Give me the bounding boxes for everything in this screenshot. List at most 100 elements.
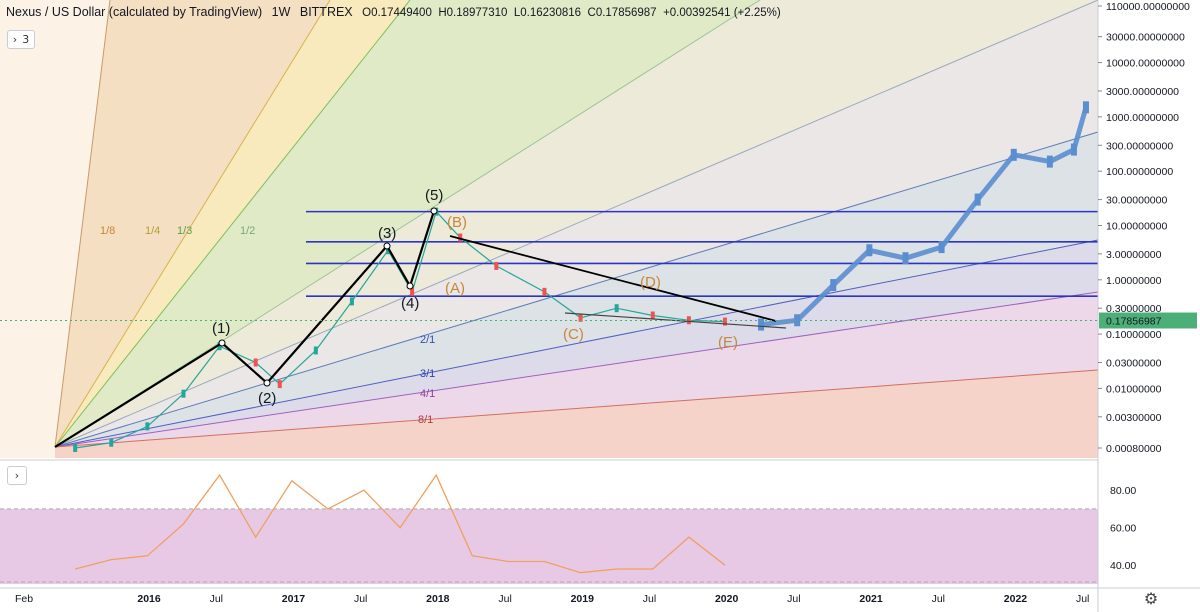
rsi-pane-toggle-button[interactable]: › <box>7 466 27 485</box>
projection-bar <box>758 318 765 331</box>
wave-pivot <box>263 379 271 387</box>
price-tick-label: 0.01000000 <box>1106 383 1162 395</box>
price-tick-label: 1.00000000 <box>1106 275 1162 287</box>
rsi-line <box>75 473 726 574</box>
price-tick-label: 110000.00000000 <box>1106 1 1190 13</box>
projection-bar <box>1046 155 1053 168</box>
price-tick-label: 0.10000000 <box>1106 329 1162 341</box>
fan-label: 3/1 <box>420 368 435 380</box>
open-value: O0.17449400 <box>362 7 432 19</box>
gann-fan <box>0 0 1099 458</box>
current-price-label: 0.17856987 <box>1106 316 1162 328</box>
wave-label: (5) <box>425 187 443 204</box>
projection-bar <box>1010 148 1017 161</box>
price-tick-label: 0.00080000 <box>1106 443 1162 455</box>
change-value: +0.00392541 (+2.25%) <box>663 7 781 19</box>
time-tick-label: 2018 <box>426 593 450 605</box>
fan-line <box>54 239 1099 448</box>
chevron-right-icon: › <box>12 33 18 46</box>
price-candle <box>458 233 463 242</box>
interval[interactable]: 1W <box>271 5 291 19</box>
fan-zone <box>55 370 1098 458</box>
projection-bar <box>794 314 801 327</box>
fan-label: 1/3 <box>177 225 192 237</box>
rsi-band <box>0 508 1098 584</box>
time-tick-label: Jul <box>932 593 945 605</box>
exchange: BITTREX <box>299 5 353 19</box>
price-candle <box>650 311 655 320</box>
wave-labels: 1/8 1/4 1/3 1/22/13/14/18/1(1)(2)(3)(4)(5)(… <box>100 187 738 426</box>
price-candle <box>386 246 391 255</box>
price-candle <box>614 304 619 313</box>
wave-pivot <box>383 242 391 250</box>
projection-bar <box>1082 101 1089 114</box>
symbol-title[interactable]: Nexus / US Dollar (calculated by Trading… <box>6 5 263 19</box>
price-tick-label: 10.00000000 <box>1106 220 1167 232</box>
price-candle <box>410 287 415 296</box>
price-tick-label: 3.00000000 <box>1106 249 1162 261</box>
rsi-pane <box>0 473 1098 584</box>
fan-line <box>54 291 1099 448</box>
fan-label: 1/4 <box>145 225 160 237</box>
price-candle <box>349 297 354 306</box>
time-tick-label: 2020 <box>715 593 739 605</box>
price-candle <box>181 389 186 398</box>
price-candle <box>73 444 78 452</box>
projection-bar <box>938 241 945 254</box>
triangle-upper-line <box>449 235 777 322</box>
price-tick-label: 0.03000000 <box>1106 358 1162 370</box>
price-candle <box>686 316 691 325</box>
price-candle <box>494 261 499 270</box>
projection-bar <box>866 244 873 257</box>
corrective-label: (A) <box>445 280 465 297</box>
trendlines <box>0 207 1098 448</box>
time-tick-label: 2021 <box>859 593 883 605</box>
corrective-label: (C) <box>563 326 584 343</box>
time-tick-label: 2019 <box>571 593 595 605</box>
indicators-toggle-button[interactable]: › 3 <box>7 30 35 49</box>
projection-bar <box>830 279 837 292</box>
symbol-header: Nexus / US Dollar (calculated by Trading… <box>6 5 787 19</box>
projection-bar <box>1070 143 1077 156</box>
time-tick-label: Jul <box>498 593 511 605</box>
time-tick-label: 2022 <box>1004 593 1028 605</box>
wave-pivot <box>406 282 414 290</box>
rsi-tick-label: 80.00 <box>1110 485 1136 497</box>
fan-label: 1/2 <box>240 225 255 237</box>
price-tick-label: 30000.00000000 <box>1106 32 1185 44</box>
price-candle <box>145 422 150 431</box>
fan-line <box>54 0 761 448</box>
time-tick-label: Jul <box>210 593 223 605</box>
wave-label: (1) <box>212 320 230 337</box>
price-candle <box>253 358 258 367</box>
price-series-line <box>75 210 726 449</box>
fan-label: 2/1 <box>420 334 435 346</box>
fan-line <box>54 0 1099 448</box>
fan-label: 4/1 <box>420 388 435 400</box>
current-price-badge <box>1099 312 1197 329</box>
close-value: C0.17856987 <box>587 7 657 19</box>
wave-pivot <box>218 339 226 347</box>
fan-line <box>54 131 1099 448</box>
price-candle <box>313 346 318 355</box>
corrective-label: (D) <box>640 274 661 291</box>
time-tick-label: Feb <box>15 593 33 605</box>
fan-line <box>54 0 411 448</box>
price-candle <box>277 380 282 389</box>
fan-label: 1/8 <box>100 225 115 237</box>
price-candle <box>109 438 114 447</box>
gear-icon[interactable]: ⚙ <box>1143 589 1159 608</box>
chevron-right-icon: › <box>14 469 20 482</box>
fan-label: 8/1 <box>418 414 433 426</box>
high-value: H0.18977310 <box>438 7 508 19</box>
price-tick-label: 3000.00000000 <box>1106 86 1179 98</box>
wave-label: (4) <box>401 295 419 312</box>
fan-line <box>54 369 1099 448</box>
price-tick-label: 0.30000000 <box>1106 303 1162 315</box>
time-tick-label: Jul <box>354 593 367 605</box>
price-candle <box>578 313 583 322</box>
price-candle <box>217 342 222 351</box>
price-tick-label: 100.00000000 <box>1106 166 1173 178</box>
